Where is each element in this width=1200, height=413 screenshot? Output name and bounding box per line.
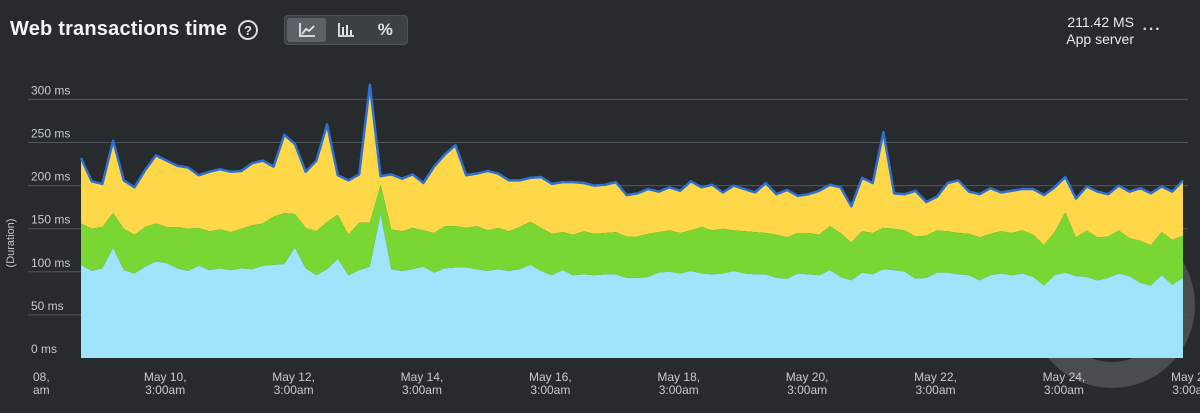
y-axis-ticks: 0 ms 50 ms 100 ms 150 ms 200 ms 250 ms 300 ms [31, 83, 70, 356]
area-middle-series [81, 184, 1183, 286]
summary-label: App server [1066, 31, 1134, 47]
x-tick-label: May 20, [786, 370, 829, 384]
y-tick-label: 150 ms [31, 213, 70, 227]
x-tick-label: 3:00am [1044, 383, 1084, 397]
x-tick-label: 3:00am [145, 383, 185, 397]
total-outline [79, 83, 1184, 208]
summary-value: 211.42 MS [1067, 14, 1134, 30]
bar-chart-toggle[interactable] [326, 18, 365, 42]
x-tick-label: May 10, [144, 370, 187, 384]
x-tick-label: May 18, [657, 370, 700, 384]
x-tick-label: 3:00am [530, 383, 570, 397]
summary: 211.42 MS App server [1066, 14, 1134, 48]
help-button[interactable]: ? [238, 20, 258, 40]
question-mark-icon: ? [244, 22, 252, 38]
x-tick-label: 3:00am [787, 383, 827, 397]
more-options-button[interactable]: ··· [1142, 20, 1162, 40]
area-bottom-series [81, 214, 1183, 358]
line-chart-toggle[interactable] [287, 18, 327, 42]
y-tick-label: 0 ms [31, 342, 57, 356]
y-tick-label: 100 ms [31, 256, 70, 270]
chart-header: Web transactions time ? % 211.42 MS App … [0, 0, 1200, 60]
y-tick-label: 50 ms [31, 299, 64, 313]
x-tick-label: am [33, 383, 50, 397]
bar-chart-icon [338, 23, 354, 37]
x-tick-label: 3:00am [916, 383, 956, 397]
y-axis-label: (Duration) [5, 219, 17, 268]
area-top-series [81, 84, 1183, 246]
stacked-areas [79, 83, 1184, 358]
y-tick-label: 300 ms [31, 83, 70, 97]
chart-title: Web transactions time [10, 18, 228, 40]
x-tick-label: May 14, [401, 370, 444, 384]
x-tick-label: 3:00am [659, 383, 699, 397]
x-tick-label: May 26, [1171, 370, 1200, 384]
chart-type-toggle-group: % [284, 15, 408, 45]
x-tick-label: 08, [33, 370, 50, 384]
percent-toggle[interactable]: % [377, 20, 393, 39]
y-tick-label: 200 ms [31, 170, 70, 184]
x-tick-label: May 24, [1043, 370, 1086, 384]
x-tick-label: May 16, [529, 370, 572, 384]
x-tick-label: 3:00am [402, 383, 442, 397]
x-tick-label: 3:00am [1172, 383, 1200, 397]
x-tick-label: 3:00am [274, 383, 314, 397]
ellipsis-icon: ··· [1142, 21, 1162, 38]
line-chart-icon [298, 23, 315, 37]
x-tick-label: May 12, [272, 370, 315, 384]
y-tick-label: 250 ms [31, 127, 70, 141]
x-tick-label: May 22, [914, 370, 957, 384]
